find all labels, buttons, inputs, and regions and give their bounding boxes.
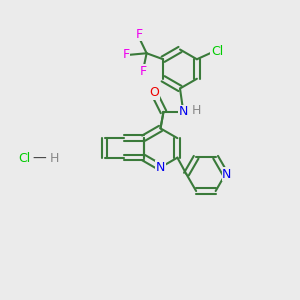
Text: F: F [140, 65, 147, 78]
Text: H: H [49, 152, 59, 166]
Text: O: O [150, 86, 159, 100]
Text: Cl: Cl [211, 45, 223, 58]
Text: N: N [222, 168, 232, 181]
Text: H: H [192, 104, 201, 118]
Text: Cl: Cl [18, 152, 30, 166]
Text: N: N [156, 161, 165, 174]
Text: F: F [136, 28, 143, 40]
Text: F: F [122, 48, 130, 61]
Text: N: N [178, 105, 188, 119]
Text: —: — [32, 152, 46, 166]
